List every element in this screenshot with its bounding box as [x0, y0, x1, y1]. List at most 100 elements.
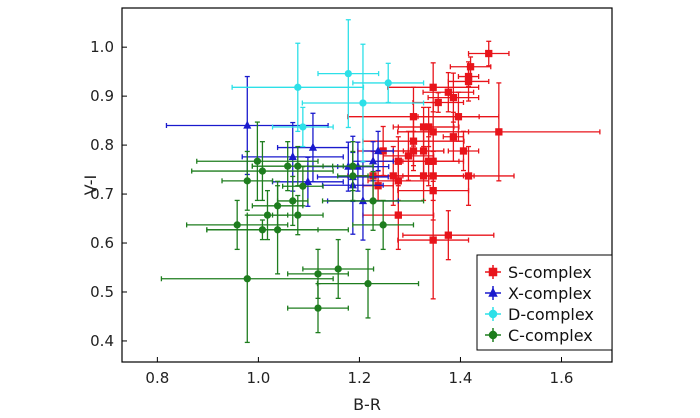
s-complex-marker	[464, 172, 473, 180]
d-complex-marker	[384, 79, 392, 87]
x-complex-point	[271, 156, 344, 207]
d-complex-marker	[299, 123, 307, 131]
d-complex-point	[271, 106, 334, 148]
legend-label-x-complex: X-complex	[508, 284, 592, 303]
c-complex-marker	[314, 270, 322, 278]
y-tick-label: 0.4	[90, 332, 114, 350]
c-complex-marker	[349, 172, 357, 180]
legend: S-complex X-complex D-complex C-complex	[476, 254, 613, 351]
s-complex-marker	[459, 147, 468, 155]
c-complex-marker	[233, 221, 241, 229]
c-complex-marker	[289, 197, 297, 205]
legend-box	[476, 254, 613, 351]
legend-item-d-complex	[485, 307, 501, 321]
c-complex-point	[251, 145, 344, 187]
s-complex-marker	[444, 231, 452, 239]
s-complex-marker	[449, 133, 458, 141]
s-complex-marker	[404, 152, 413, 160]
c-complex-marker	[294, 162, 302, 170]
s-complex-marker	[449, 93, 458, 102]
x-complex-marker	[303, 176, 312, 185]
c-complex-marker	[314, 304, 322, 312]
x-complex-marker	[243, 120, 252, 129]
y-tick-label: 0.5	[90, 283, 114, 301]
x-complex-marker	[308, 142, 318, 151]
x-axis-label: B-R	[353, 395, 381, 414]
y-tick-label: 1.0	[90, 38, 114, 56]
c-complex-marker	[243, 275, 251, 283]
x-tick-label: 1.2	[347, 369, 371, 387]
c-complex-marker	[299, 182, 307, 190]
s-complex-marker	[495, 128, 503, 136]
plot-frame	[121, 7, 613, 363]
legend-marker-c-complex	[488, 330, 498, 340]
c-complex-marker	[243, 177, 251, 185]
c-complex-point	[160, 214, 334, 344]
s-complex-marker	[454, 113, 463, 121]
s-complex-point	[382, 130, 435, 181]
plot-marks	[160, 19, 601, 344]
y-tick-label: 0.7	[90, 185, 114, 203]
legend-marker-s-complex	[488, 267, 498, 277]
d-complex-marker	[344, 69, 352, 78]
x-tick-label: 1.0	[246, 369, 270, 387]
c-complex-point	[196, 121, 319, 202]
s-complex-point	[447, 130, 480, 172]
y-tick-label: 0.9	[90, 87, 114, 105]
legend-marker-x-complex	[488, 287, 498, 297]
legend-item-s-complex	[485, 265, 501, 279]
legend-label-c-complex: C-complex	[508, 326, 593, 345]
c-complex-point	[316, 248, 420, 319]
legend-label-d-complex: D-complex	[508, 305, 594, 324]
c-complex-point	[221, 150, 274, 211]
d-complex-marker	[359, 99, 367, 107]
c-complex-marker	[263, 211, 272, 219]
s-complex-point	[422, 145, 515, 206]
c-complex-point	[321, 170, 425, 231]
y-tick-label: 0.6	[90, 234, 114, 252]
d-complex-point	[352, 62, 425, 104]
legend-label-s-complex: S-complex	[508, 263, 592, 282]
c-complex-marker	[258, 167, 267, 175]
s-complex-point	[402, 210, 495, 261]
legend-item-x-complex	[485, 286, 501, 300]
y-axis-label: V-I	[81, 175, 100, 196]
x-complex-marker	[369, 156, 378, 165]
d-complex-point	[317, 19, 380, 129]
x-complex-marker	[288, 151, 297, 160]
s-complex-marker	[429, 236, 437, 244]
d-complex-marker	[294, 83, 302, 91]
axis-ticks: 0.8 1.0 1.2 1.4 1.6 0.4 0.5 0.6 0.7 0.8 0.9 1.0	[90, 38, 573, 387]
c-complex-marker	[364, 280, 372, 288]
x-complex-point	[276, 112, 349, 183]
s-complex-point	[397, 180, 470, 300]
c-complex-marker	[334, 265, 342, 273]
c-complex-point	[281, 165, 324, 207]
s-complex-marker	[394, 211, 402, 219]
x-tick-label: 0.8	[145, 369, 169, 387]
c-complex-marker	[369, 197, 377, 205]
legend-marker-d-complex	[488, 309, 498, 319]
s-complex-point	[467, 40, 510, 67]
d-complex-series	[231, 19, 425, 163]
legend-item-c-complex	[485, 328, 501, 342]
c-complex-point	[276, 175, 309, 227]
s-complex-marker	[444, 88, 452, 96]
s-complex-marker	[464, 77, 473, 86]
c-complex-point	[206, 185, 349, 275]
c-complex-marker	[273, 226, 282, 234]
c-complex-point	[287, 283, 349, 334]
c-complex-marker	[379, 221, 387, 229]
c-complex-point	[352, 199, 415, 251]
c-complex-series	[160, 121, 425, 344]
s-complex-marker	[434, 98, 442, 107]
c-complex-point	[271, 194, 324, 236]
d-complex-point	[231, 42, 365, 133]
c-complex-point	[191, 141, 334, 202]
d-complex-point	[301, 43, 425, 163]
x-tick-label: 1.6	[550, 369, 574, 387]
c-complex-point	[186, 199, 289, 251]
s-complex-point	[427, 72, 480, 123]
x-tick-label: 1.4	[449, 369, 473, 387]
